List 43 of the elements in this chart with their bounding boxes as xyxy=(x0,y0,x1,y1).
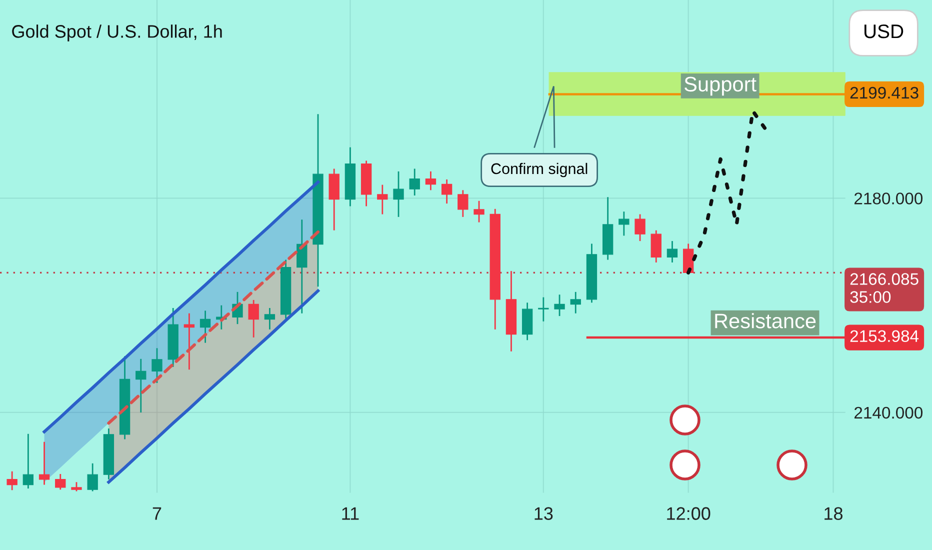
candlestick xyxy=(618,210,630,236)
candlestick xyxy=(393,170,404,218)
line-series xyxy=(42,180,320,434)
candlestick xyxy=(425,170,436,191)
candlestick xyxy=(38,441,50,486)
text: USD xyxy=(864,24,904,38)
candlestick xyxy=(71,481,82,492)
candlestick xyxy=(264,307,276,330)
candlestick xyxy=(409,168,420,196)
candlestick xyxy=(87,462,98,492)
candlestick xyxy=(377,184,388,215)
text: Gold Spot / U.S. Dollar, 1h xyxy=(12,24,222,42)
annotation: Confirm signal xyxy=(491,162,588,178)
candlestick xyxy=(136,358,146,414)
ref-line-label: 2153.984 xyxy=(850,330,919,342)
candlestick xyxy=(554,294,565,317)
x-tick-label: 18 xyxy=(824,507,843,520)
candlestick xyxy=(474,200,484,223)
candlestick xyxy=(666,240,678,264)
candlestick xyxy=(634,214,646,242)
x-tick-label: 13 xyxy=(534,507,553,520)
y-tick-label: 2180.000 xyxy=(854,192,923,204)
candlestick xyxy=(55,473,66,490)
band-label: Support xyxy=(684,76,756,96)
annotation: Resistance xyxy=(715,313,816,328)
line-series xyxy=(107,230,320,425)
candlestick xyxy=(650,230,662,264)
x-tick-label: 7 xyxy=(152,507,162,520)
ref-line-label: 2199.413 xyxy=(850,86,918,99)
candlestick xyxy=(6,470,18,491)
candlestick xyxy=(458,189,468,218)
candlestick xyxy=(200,310,211,344)
candlestick xyxy=(570,291,581,314)
candlestick xyxy=(152,347,162,384)
x-tick-label: 11 xyxy=(342,507,359,520)
candlestick xyxy=(538,296,549,322)
candlestick xyxy=(22,433,34,490)
candlestick xyxy=(441,178,452,204)
y-tick-label: 2140.000 xyxy=(854,406,923,419)
x-tick-label: 12:00 xyxy=(667,507,710,520)
candlestick xyxy=(248,299,259,338)
line-series xyxy=(107,289,320,484)
ref-line-label: 2166.085 35:00 xyxy=(850,273,918,303)
